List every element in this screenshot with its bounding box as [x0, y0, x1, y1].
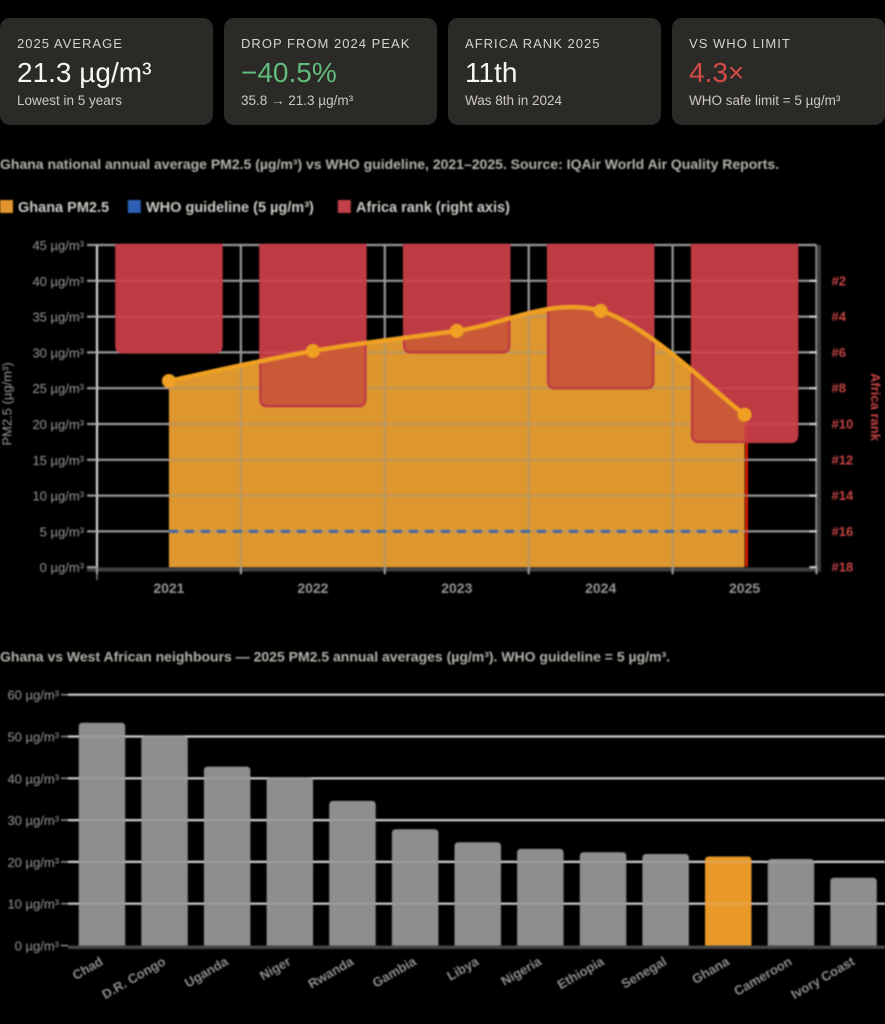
- svg-text:Senegal: Senegal: [619, 954, 670, 992]
- svg-text:0 µg/m³: 0 µg/m³: [15, 939, 60, 954]
- svg-text:Ghana: Ghana: [689, 953, 732, 987]
- svg-text:45 µg/m³: 45 µg/m³: [32, 238, 84, 253]
- svg-text:5 µg/m³: 5 µg/m³: [40, 524, 85, 539]
- svg-text:2024: 2024: [585, 580, 616, 596]
- svg-text:#10: #10: [832, 417, 854, 432]
- svg-text:40 µg/m³: 40 µg/m³: [7, 771, 59, 786]
- svg-text:#18: #18: [832, 560, 854, 575]
- svg-text:Africa rank: Africa rank: [868, 373, 883, 442]
- svg-text:#2: #2: [832, 273, 846, 288]
- svg-text:15 µg/m³: 15 µg/m³: [32, 453, 84, 468]
- svg-text:Uganda: Uganda: [182, 953, 231, 990]
- svg-text:30 µg/m³: 30 µg/m³: [32, 345, 84, 360]
- svg-text:10 µg/m³: 10 µg/m³: [7, 897, 59, 912]
- svg-text:40 µg/m³: 40 µg/m³: [32, 274, 84, 289]
- svg-text:Niger: Niger: [257, 954, 293, 984]
- svg-text:#6: #6: [832, 345, 846, 360]
- svg-text:PM2.5 (µg/m³): PM2.5 (µg/m³): [0, 362, 15, 445]
- svg-text:2025: 2025: [729, 580, 760, 596]
- svg-text:2022: 2022: [297, 580, 328, 596]
- svg-text:Ivory Coast: Ivory Coast: [788, 953, 857, 1002]
- svg-text:D.R. Congo: D.R. Congo: [99, 954, 168, 1002]
- svg-text:Libya: Libya: [444, 953, 482, 983]
- svg-text:#16: #16: [832, 524, 854, 539]
- svg-text:Gambia: Gambia: [370, 953, 419, 990]
- svg-text:0 µg/m³: 0 µg/m³: [40, 560, 85, 575]
- svg-text:WHO guideline (5 µg/m³): WHO guideline (5 µg/m³): [146, 200, 314, 216]
- svg-text:Nigeria: Nigeria: [498, 953, 544, 988]
- svg-text:Ghana vs West African neighbou: Ghana vs West African neighbours — 2025 …: [0, 649, 670, 665]
- svg-text:#4: #4: [832, 309, 847, 324]
- svg-text:Ethiopia: Ethiopia: [555, 953, 608, 992]
- svg-text:25 µg/m³: 25 µg/m³: [32, 381, 84, 396]
- svg-text:#12: #12: [832, 452, 854, 467]
- svg-text:35 µg/m³: 35 µg/m³: [32, 310, 84, 325]
- svg-text:Ghana national annual average: Ghana national annual average PM2.5 (µg/…: [0, 156, 779, 172]
- svg-text:10 µg/m³: 10 µg/m³: [32, 489, 84, 504]
- svg-text:50 µg/m³: 50 µg/m³: [7, 730, 59, 745]
- svg-text:Africa rank (right axis): Africa rank (right axis): [356, 200, 510, 216]
- svg-text:Chad: Chad: [70, 954, 106, 983]
- svg-text:30 µg/m³: 30 µg/m³: [7, 813, 59, 828]
- svg-text:2023: 2023: [441, 580, 472, 596]
- svg-text:Ghana PM2.5: Ghana PM2.5: [18, 200, 109, 216]
- svg-text:Rwanda: Rwanda: [305, 953, 356, 991]
- svg-text:60 µg/m³: 60 µg/m³: [7, 688, 59, 703]
- svg-text:20 µg/m³: 20 µg/m³: [7, 855, 59, 870]
- svg-text:20 µg/m³: 20 µg/m³: [32, 417, 84, 432]
- svg-text:#14: #14: [832, 488, 854, 503]
- svg-text:#8: #8: [832, 381, 846, 396]
- svg-text:Cameroon: Cameroon: [731, 954, 794, 999]
- svg-text:2021: 2021: [153, 580, 184, 596]
